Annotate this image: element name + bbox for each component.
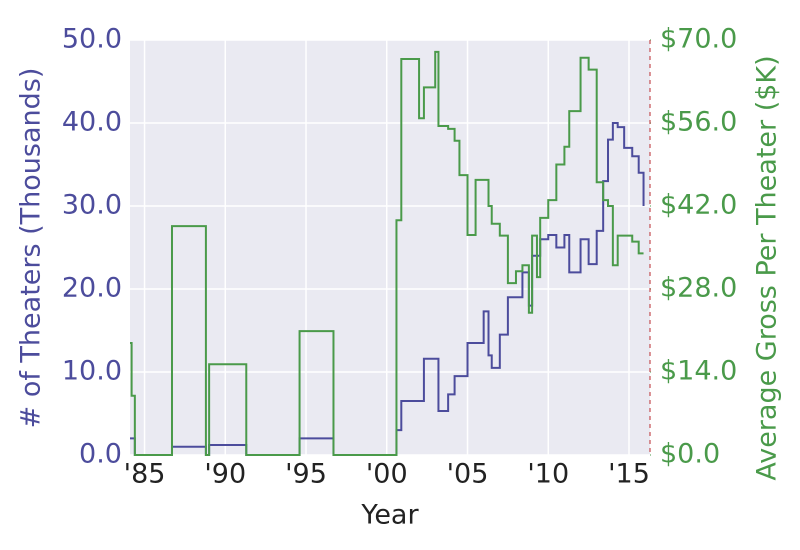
y2-tick-label: $0.0 xyxy=(660,439,720,470)
y-tick-label: 30.0 xyxy=(62,190,122,221)
x-tick-label: '05 xyxy=(447,459,489,490)
x-tick-label: '85 xyxy=(124,459,166,490)
y2-tick-label: $42.0 xyxy=(660,190,737,221)
x-tick-label: '15 xyxy=(608,459,650,490)
y-tick-label: 50.0 xyxy=(62,24,122,55)
y2-axis-label: Average Gross Per Theater ($K) xyxy=(752,55,783,480)
y-tick-label: 40.0 xyxy=(62,107,122,138)
x-tick-label: '00 xyxy=(366,459,408,490)
x-tick-label: '95 xyxy=(285,459,327,490)
plot-area xyxy=(130,40,650,455)
y-tick-label: 20.0 xyxy=(62,273,122,304)
y2-tick-label: $70.0 xyxy=(660,24,737,55)
y2-tick-label: $28.0 xyxy=(660,273,737,304)
y2-tick-label: $14.0 xyxy=(660,356,737,387)
y-axis-label: # of Theaters (Thousands) xyxy=(16,68,47,429)
y-tick-label: 0.0 xyxy=(79,439,122,470)
x-tick-label: '90 xyxy=(204,459,246,490)
y2-tick-label: $56.0 xyxy=(660,107,737,138)
data-line xyxy=(130,122,645,456)
x-axis-label: Year xyxy=(360,500,419,531)
x-tick-label: '10 xyxy=(527,459,569,490)
data-line xyxy=(130,50,644,456)
y-tick-label: 10.0 xyxy=(62,356,122,387)
